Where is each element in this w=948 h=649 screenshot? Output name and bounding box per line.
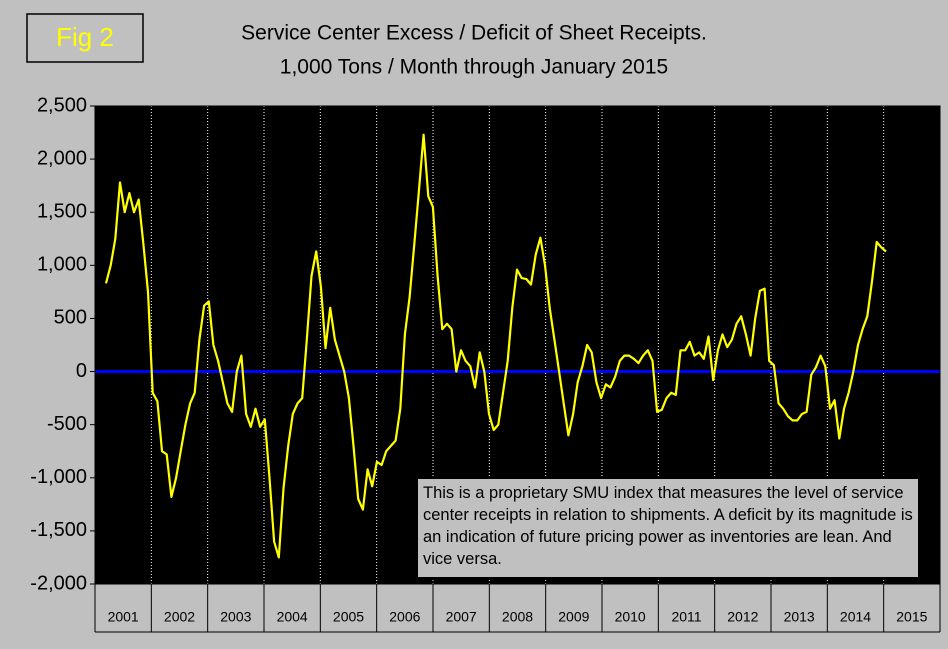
y-tick-label: 500 bbox=[54, 307, 87, 329]
x-tick-label: 2001 bbox=[108, 609, 139, 625]
chart-subtitle: 1,000 Tons / Month through January 2015 bbox=[280, 56, 668, 79]
x-tick-label: 2009 bbox=[558, 609, 589, 625]
x-tick-label: 2011 bbox=[671, 609, 701, 625]
y-tick-label: -1,500 bbox=[30, 519, 87, 541]
plot-border bbox=[94, 105, 941, 585]
chart-title: Service Center Excess / Deficit of Sheet… bbox=[241, 22, 707, 45]
x-tick-label: 2006 bbox=[389, 609, 420, 625]
y-tick-label: -1,000 bbox=[30, 466, 87, 488]
y-tick-label: -2,000 bbox=[30, 572, 87, 594]
y-tick-label: 2,000 bbox=[37, 147, 87, 169]
x-tick-label: 2003 bbox=[220, 609, 251, 625]
x-tick-label: 2004 bbox=[277, 609, 308, 625]
data-line bbox=[104, 133, 887, 559]
x-tick-label: 2014 bbox=[840, 609, 871, 625]
y-tick-label: 0 bbox=[76, 360, 87, 382]
x-tick-label: 2002 bbox=[164, 609, 195, 625]
annotation: This is a proprietary SMU index that mea… bbox=[417, 478, 919, 578]
x-tick-label: 2012 bbox=[727, 609, 758, 625]
x-tick-label: 2013 bbox=[784, 609, 815, 625]
x-tick-label: 2007 bbox=[446, 609, 477, 625]
x-tick-label: 2008 bbox=[502, 609, 533, 625]
x-tick-label: 2015 bbox=[896, 609, 927, 625]
y-tick-label: 1,500 bbox=[37, 201, 87, 223]
x-tick-label: 2010 bbox=[615, 609, 646, 625]
figure-label: Fig 2 bbox=[56, 22, 114, 52]
y-tick-label: 1,000 bbox=[37, 254, 87, 276]
figure-label-box bbox=[26, 13, 144, 63]
y-tick-label: -500 bbox=[47, 413, 87, 435]
x-tick-label: 2005 bbox=[333, 609, 364, 625]
y-tick-label: 2,500 bbox=[37, 94, 87, 116]
